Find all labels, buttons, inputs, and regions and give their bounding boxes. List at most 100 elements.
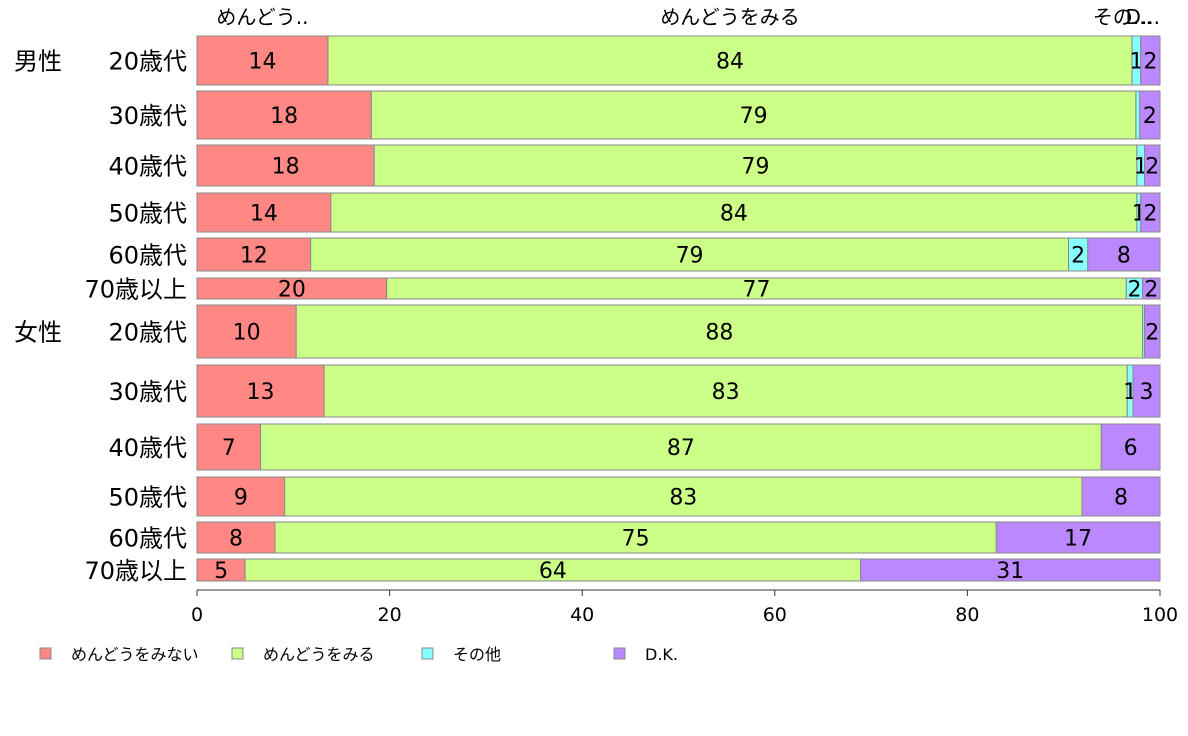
data-label: 87 [667, 436, 695, 461]
row-label: 40歳代 [108, 153, 187, 181]
bar-segment [196, 423, 262, 471]
top-series-label: D... [1126, 5, 1160, 29]
bar-segment [1132, 364, 1161, 418]
x-tick-label: 20 [378, 604, 402, 626]
legend-swatch [613, 647, 626, 660]
x-tick-label: 40 [570, 604, 594, 626]
data-label: 2 [1143, 202, 1157, 227]
data-label: 2 [1143, 104, 1157, 129]
data-label: 14 [250, 202, 278, 227]
row-label: 50歳代 [108, 200, 187, 228]
legend-label: D.K. [645, 645, 678, 664]
top-series-label: めんどう.. [216, 5, 308, 29]
legend-swatch [231, 647, 244, 660]
row-label: 30歳代 [108, 378, 187, 406]
data-label: 2 [1145, 321, 1159, 346]
bar-segment [196, 35, 329, 86]
group-label: 男性 [14, 48, 62, 76]
bar-segment [330, 192, 1138, 233]
data-label: 79 [740, 104, 768, 129]
data-label: 5 [214, 559, 228, 584]
data-label: 8 [1114, 486, 1128, 511]
data-label: 83 [669, 486, 697, 511]
x-tick-label: 100 [1142, 604, 1178, 626]
x-tick-label: 60 [763, 604, 787, 626]
row-label: 20歳代 [108, 319, 187, 347]
row-label: 40歳代 [108, 434, 187, 462]
data-label: 84 [716, 50, 744, 75]
bar-segment [196, 144, 375, 187]
data-label: 2 [1144, 278, 1158, 303]
data-label: 12 [240, 244, 268, 269]
data-label: 2 [1071, 244, 1085, 269]
top-series-label: その... [1093, 5, 1152, 29]
x-tick-label: 0 [191, 604, 203, 626]
bar-segment [995, 521, 1161, 554]
bar-segment [196, 304, 297, 359]
row-label: 70歳以上 [84, 276, 187, 304]
data-label: 2 [1145, 155, 1159, 180]
bar-segment [1100, 423, 1161, 471]
data-label: 17 [1064, 527, 1092, 552]
data-label: 64 [539, 559, 567, 584]
bar-segment [196, 521, 276, 554]
data-label: 75 [622, 527, 650, 552]
bar-segment [284, 476, 1083, 517]
data-label: 2 [1143, 50, 1157, 75]
row-label: 60歳代 [108, 242, 187, 270]
bar-segment [370, 90, 1137, 140]
data-label: 7 [222, 436, 236, 461]
data-label: 2 [1127, 278, 1141, 303]
bar-segment [1140, 192, 1161, 233]
bar-segment [196, 192, 332, 233]
row-label: 20歳代 [108, 48, 187, 76]
data-label: 1 [1129, 50, 1143, 75]
data-label: 18 [272, 155, 300, 180]
data-label: 77 [743, 278, 771, 303]
bar-segment [274, 521, 997, 554]
data-label: 6 [1124, 436, 1138, 461]
bar-segment [310, 237, 1070, 272]
x-tick-label: 80 [955, 604, 979, 626]
row-label: 50歳代 [108, 484, 187, 512]
row-label: 30歳代 [108, 102, 187, 130]
bar-segment [295, 304, 1144, 359]
bar-segment [196, 90, 372, 140]
bar-segment [1087, 237, 1161, 272]
bar-segment [1139, 90, 1161, 140]
data-label: 31 [996, 559, 1024, 584]
bar-segment [860, 558, 1161, 582]
bar-segment [260, 423, 1102, 471]
bar-segment [323, 364, 1128, 418]
legend-label: その他 [453, 645, 501, 664]
bar-segment [327, 35, 1133, 86]
data-label: 79 [676, 244, 704, 269]
bar-segment [1140, 35, 1161, 86]
data-label: 3 [1140, 380, 1154, 405]
bar-segment [1142, 277, 1161, 300]
bar-segment [196, 237, 312, 272]
data-label: 14 [248, 50, 276, 75]
legend-swatch [421, 647, 434, 660]
legend-label: めんどうをみない [71, 645, 199, 664]
data-label: 83 [712, 380, 740, 405]
row-label: 70歳以上 [84, 557, 187, 585]
data-label: 9 [234, 486, 248, 511]
data-label: 18 [270, 104, 298, 129]
data-label: 88 [705, 321, 733, 346]
legend-swatch [39, 647, 52, 660]
data-label: 8 [229, 527, 243, 552]
data-label: 8 [1117, 244, 1131, 269]
bar-segment [1135, 90, 1141, 140]
data-label: 79 [742, 155, 770, 180]
bar-segment [1081, 476, 1161, 517]
top-series-label: めんどうをみる [660, 5, 799, 29]
data-label: 13 [247, 380, 275, 405]
bar-segment [1144, 304, 1161, 359]
legend-label: めんどうをみる [263, 645, 375, 664]
bar-segment [373, 144, 1138, 187]
group-label: 女性 [14, 319, 62, 347]
data-label: 84 [720, 202, 748, 227]
data-label: 20 [278, 278, 306, 303]
